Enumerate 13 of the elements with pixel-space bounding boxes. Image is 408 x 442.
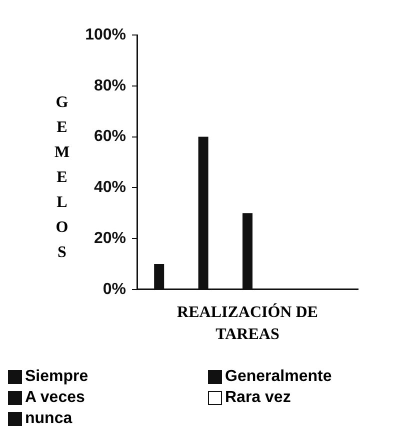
y-tick-label: 60% xyxy=(94,128,126,146)
y-tick-label: 20% xyxy=(94,230,126,247)
x-axis-title: REALIZACIÓN DE TAREAS xyxy=(176,302,319,345)
legend-label: A veces xyxy=(25,388,85,408)
y-axis-title: GEMELOS xyxy=(53,93,71,263)
legend-label: Siempre xyxy=(25,367,88,387)
y-tick-label: 100% xyxy=(85,26,126,44)
y-tick-label: 0% xyxy=(102,280,126,298)
legend-label: nunca xyxy=(25,409,72,429)
y-tick-label: 40% xyxy=(94,179,126,196)
legend-label: Rara vez xyxy=(225,388,291,408)
y-tick-label: 80% xyxy=(94,77,126,94)
legend-label: Generalmente xyxy=(225,367,332,387)
